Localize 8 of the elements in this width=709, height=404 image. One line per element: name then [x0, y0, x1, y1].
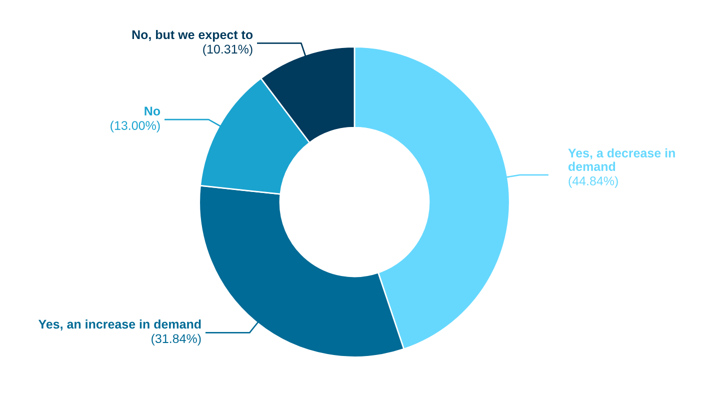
- data-label: (13.00%): [110, 120, 160, 132]
- data-label: (10.31%): [203, 44, 252, 56]
- slice-label: Yes, an increase in demand: [38, 319, 201, 330]
- data-label: (44.84%): [568, 176, 618, 188]
- slice-label: Yes, a decrease in demand: [568, 148, 675, 171]
- slice-label: No: [144, 106, 160, 116]
- data-label: (31.84%): [152, 334, 201, 346]
- slice-label: No, but we expect to: [132, 30, 253, 42]
